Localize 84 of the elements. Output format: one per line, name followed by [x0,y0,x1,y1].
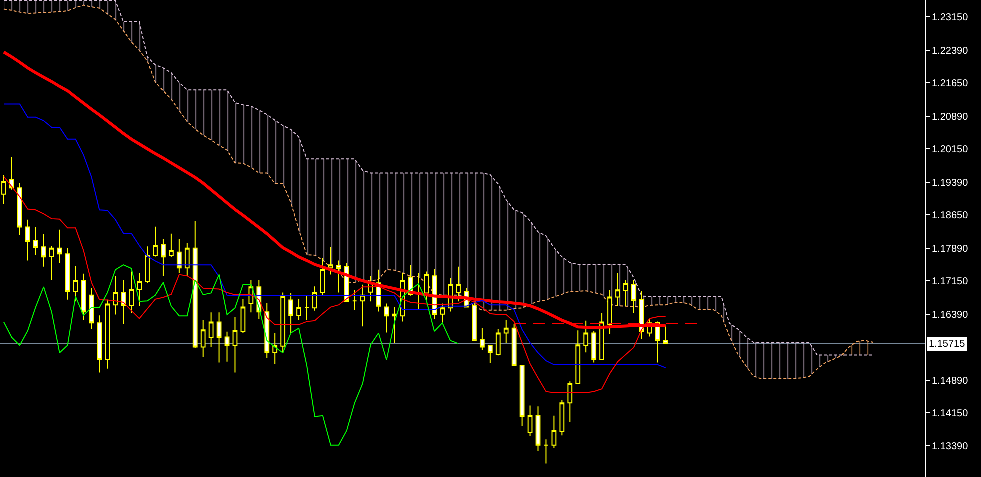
candlestick [232,316,238,374]
candlestick [272,332,278,365]
candlestick [224,331,230,362]
candlestick [17,182,22,236]
y-tick-label: 1.21650 [932,78,969,90]
candlestick [296,298,302,321]
candlestick [137,272,142,307]
candlestick [472,301,477,342]
candlestick [504,320,509,344]
candlestick [608,290,612,335]
candlestick [280,292,286,354]
candlestick [520,365,525,427]
candlestick [65,248,70,300]
candlestick [528,405,533,438]
y-tick-label: 1.18650 [932,210,969,222]
y-tick-label: 1.22390 [932,46,969,58]
candlestick [360,284,366,328]
candlestick [105,299,110,370]
candlestick [57,229,62,264]
candlestick [576,330,581,385]
candlestick [384,303,390,334]
candlestick [153,226,158,258]
candlestick [584,320,589,354]
line-series [3,104,666,368]
y-tick-label: 1.19390 [932,178,969,189]
candlestick [73,265,78,302]
candlestick [240,298,246,334]
candlestick [216,312,222,364]
candlestick [320,258,326,296]
candlestick [10,156,14,190]
candlestick [424,271,430,303]
candlestick [631,280,636,314]
y-tick-label: 1.13390 [932,442,969,453]
candlestick [336,260,342,294]
candlestick [25,219,30,262]
candlestick [536,406,541,452]
candlestick [544,439,549,464]
candlestick [440,303,446,324]
candlestick [616,272,620,306]
candlestick [200,320,206,358]
y-tick-label: 1.17890 [932,244,969,255]
candlestick [97,315,102,374]
candlestick [624,280,628,307]
candlestick [168,233,174,258]
y-tick-label: 1.14890 [932,376,969,387]
candlestick [488,344,493,364]
line-series [3,264,460,446]
candlestick [89,288,94,330]
y-tick-label: 1.23150 [932,12,969,24]
y-tick-label: 1.20150 [932,144,969,156]
candlestick [121,280,126,325]
candlestick [33,226,38,256]
candlestick [129,271,134,314]
candlestick [304,294,310,321]
candlestick [161,238,166,278]
candlestick [81,273,86,321]
candlestick [392,306,398,344]
candlestick [568,381,573,423]
candlestick [184,242,190,277]
candlestick [552,415,557,448]
candlestick [560,400,565,436]
candlestick [352,290,358,310]
y-tick-label: 1.16390 [932,310,969,321]
ref-line-label: 1.15715 [929,339,966,350]
candlestick [663,325,668,345]
candlestick [41,234,46,268]
candlestick [600,312,604,361]
candlestick [592,330,597,364]
candlestick [192,220,198,349]
candlestick [208,312,214,348]
y-tick-label: 1.20890 [932,112,969,123]
y-tick-label: 1.17150 [932,276,969,288]
candlestick [496,328,501,356]
candlestick [113,276,118,316]
candlestick [456,266,461,302]
y-tick-label: 1.14150 [932,408,969,420]
candlestick [145,246,150,284]
candlestick [312,286,318,312]
candlestick [512,324,517,367]
candlestick [176,238,182,274]
candlestick [288,292,294,334]
candlestick [328,246,334,276]
candlestick [49,246,54,281]
candlestick [480,328,485,351]
